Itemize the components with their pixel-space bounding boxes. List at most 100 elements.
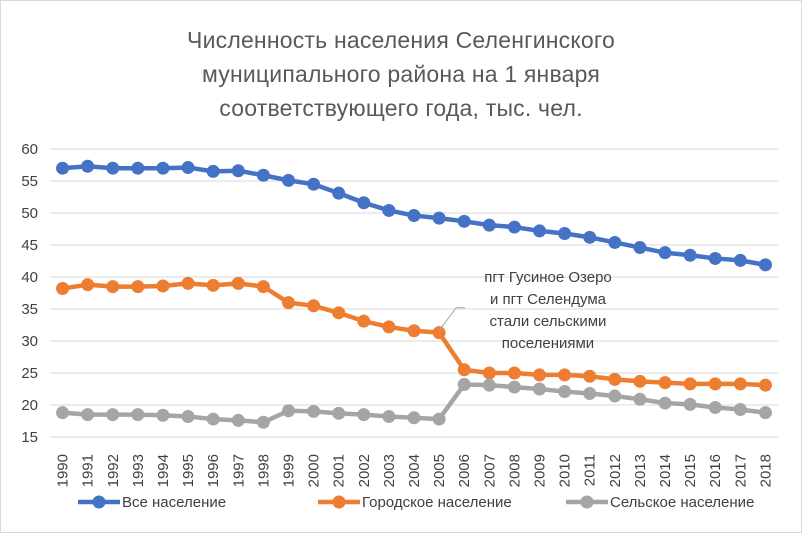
data-point — [658, 376, 672, 390]
legend-label: Городское население — [362, 494, 512, 511]
legend-item: Сельское население — [566, 494, 754, 511]
x-axis-ticks: 1990 1991 1992 1993 1994 1995 1996 1997 1998 1999… — [55, 454, 775, 487]
y-tick-label: 15 — [21, 429, 38, 446]
x-tick-label: 2013 — [632, 454, 649, 487]
data-point — [307, 404, 321, 418]
data-point — [432, 211, 446, 225]
data-point — [583, 369, 597, 383]
x-tick-label: 2004 — [406, 454, 423, 487]
data-point — [256, 280, 270, 294]
data-point — [106, 161, 120, 175]
data-point — [332, 186, 346, 200]
y-tick-label: 35 — [21, 301, 38, 318]
x-tick-label: 2005 — [431, 454, 448, 487]
data-point — [131, 280, 145, 294]
data-point — [407, 324, 421, 338]
data-point — [106, 280, 120, 294]
data-point — [758, 406, 772, 420]
data-point — [357, 196, 371, 210]
data-point — [633, 392, 647, 406]
data-point — [482, 378, 496, 392]
legend-swatch-marker — [92, 495, 106, 509]
annotation-text-line: пгт Гусиное Озеро — [484, 269, 612, 286]
data-point — [281, 173, 295, 187]
data-point — [633, 374, 647, 388]
data-point — [231, 164, 245, 178]
data-point — [533, 368, 547, 382]
data-point — [733, 377, 747, 391]
data-point — [683, 377, 697, 391]
x-tick-label: 2010 — [557, 454, 574, 487]
data-point — [482, 366, 496, 380]
data-point — [683, 397, 697, 411]
series-3 — [56, 378, 772, 429]
x-tick-label: 1999 — [280, 454, 297, 487]
y-tick-label: 45 — [21, 237, 38, 254]
data-point — [558, 226, 572, 240]
x-tick-label: 1990 — [55, 454, 72, 487]
annotation-text-line: стали сельскими — [490, 313, 607, 330]
series-1 — [56, 159, 772, 272]
x-tick-label: 2000 — [306, 454, 323, 487]
data-point — [382, 410, 396, 424]
data-point — [708, 401, 722, 415]
x-tick-label: 2018 — [757, 454, 774, 487]
legend-label: Сельское население — [610, 494, 754, 511]
data-point — [332, 406, 346, 420]
data-point — [307, 299, 321, 313]
data-point — [407, 209, 421, 223]
data-point — [181, 276, 195, 290]
data-point — [231, 276, 245, 290]
data-point — [583, 230, 597, 244]
x-tick-label: 1997 — [230, 454, 247, 487]
data-point — [507, 380, 521, 394]
data-point — [281, 296, 295, 310]
data-point — [457, 214, 471, 228]
data-point — [457, 378, 471, 392]
x-tick-label: 2017 — [732, 454, 749, 487]
data-point — [733, 253, 747, 267]
data-point — [382, 320, 396, 334]
chart-title-line-1: Численность населения Селенгинского — [187, 27, 615, 53]
data-point — [307, 177, 321, 191]
x-tick-label: 2011 — [582, 454, 599, 486]
y-tick-label: 30 — [21, 333, 38, 350]
data-point — [583, 386, 597, 400]
legend: Все население Городское население Сельское… — [78, 494, 754, 511]
y-tick-label: 50 — [21, 205, 38, 222]
data-point — [533, 224, 547, 238]
data-point — [156, 408, 170, 422]
data-point — [507, 366, 521, 380]
data-point — [206, 278, 220, 292]
data-point — [332, 306, 346, 320]
x-tick-label: 1998 — [255, 454, 272, 487]
data-point — [507, 220, 521, 234]
x-tick-label: 1996 — [205, 454, 222, 487]
data-point — [256, 415, 270, 429]
series-layer — [56, 159, 772, 429]
data-point — [633, 241, 647, 255]
data-point — [608, 372, 622, 386]
x-tick-label: 2002 — [356, 454, 373, 487]
data-point — [658, 246, 672, 260]
data-point — [81, 159, 95, 173]
data-point — [357, 314, 371, 328]
y-tick-label: 55 — [21, 173, 38, 190]
legend-item: Все население — [78, 494, 226, 511]
data-point — [56, 161, 70, 175]
x-tick-label: 2003 — [381, 454, 398, 487]
data-point — [181, 410, 195, 424]
data-point — [281, 404, 295, 418]
data-point — [758, 258, 772, 272]
gridlines — [50, 148, 778, 438]
x-tick-label: 1994 — [155, 454, 172, 487]
data-point — [432, 412, 446, 426]
data-point — [683, 248, 697, 262]
data-point — [708, 251, 722, 265]
data-point — [407, 411, 421, 425]
data-point — [482, 218, 496, 232]
data-point — [131, 161, 145, 175]
data-point — [457, 363, 471, 377]
